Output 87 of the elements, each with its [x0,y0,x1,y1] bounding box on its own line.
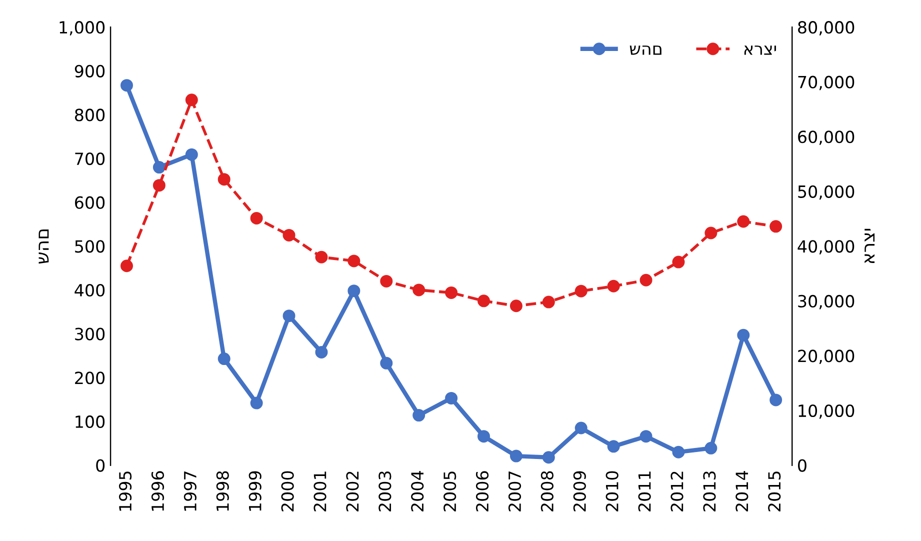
y-tick-label: 600 [75,196,105,209]
point [640,274,652,286]
y2-tick-label: 40,000 [798,240,854,254]
x-tick-label: 1996 [151,471,164,511]
x-tick-label: 2004 [411,471,424,512]
y-tick-label: 500 [75,240,105,253]
x-tick-label: 2003 [378,471,392,512]
point [477,294,490,308]
point [412,409,426,422]
point [120,79,133,92]
point [152,161,166,174]
point [380,274,393,288]
x-tick-label: 2009 [573,471,586,512]
point [510,450,522,462]
y-tick-label: 900 [74,64,105,78]
point [315,346,328,358]
y-axis-title: שהם [38,230,49,264]
point [607,440,620,453]
point [152,179,166,192]
point [574,422,588,434]
legend-label: שהם [630,46,662,55]
y2-axis-title: ארצי [864,228,875,264]
y2-tick-label: 0 [798,459,806,472]
point [282,310,296,322]
y-tick-label: 400 [74,284,105,297]
x-tick-label: 2014 [736,471,748,512]
point [640,430,652,443]
x-tick-label: 1997 [184,472,196,511]
x-tick-label: 1995 [118,472,132,511]
legend-label: ארצי [744,46,776,55]
x-tick-label: 2013 [703,471,716,512]
y-tick-label: 700 [75,152,105,166]
x-tick-label: 1998 [216,471,229,511]
x-tick-label: 2005 [444,472,456,512]
x-tick-label: 2000 [281,471,294,512]
y2-tick-label: 30,000 [798,294,854,310]
point [348,284,360,298]
point [770,394,782,406]
y-tick-label: 100 [76,415,105,428]
y-tick-label: 200 [75,372,105,384]
y2-tick-label: 70,000 [798,76,854,90]
point [218,352,230,366]
point [704,442,718,454]
point [770,220,782,233]
point [477,430,490,443]
point [218,173,230,186]
y2-tick-label: 80,000 [798,21,854,36]
point [185,148,198,161]
point [574,284,588,298]
point [672,256,685,268]
point [120,260,133,272]
x-tick-label: 2001 [314,472,326,512]
point [510,300,522,312]
point [542,451,555,464]
y2-tick-label: 60,000 [798,130,854,145]
y-tick-label: 800 [74,108,105,122]
point [380,356,393,370]
y-tick-label: 300 [75,328,105,340]
point [542,296,555,308]
x-tick-label: 2010 [606,471,618,512]
x-tick-label: 2007 [508,472,522,512]
point [737,215,750,228]
point [445,392,458,404]
point [412,284,426,296]
y2-tick-label: 10,000 [798,404,854,419]
point [445,286,458,299]
point [250,396,263,410]
y-tick-label: 1,000 [60,21,105,36]
point [672,446,685,458]
point [250,212,263,224]
point [282,228,296,242]
y-tick-label: 0 [96,459,105,472]
x-tick-label: 2006 [476,471,489,512]
point [607,280,620,292]
x-tick-label: 2008 [540,471,554,512]
point [348,254,360,268]
point [704,226,718,240]
point [185,94,198,106]
point [315,250,328,264]
x-tick-label: 1999 [248,471,262,511]
point [737,328,750,342]
x-tick-label: 2002 [346,472,359,512]
x-tick-label: 2011 [638,472,651,512]
y2-tick-label: 20,000 [798,350,854,364]
x-tick-label: 2015 [768,472,781,512]
y2-tick-label: 50,000 [798,185,854,200]
x-tick-label: 2012 [670,472,684,512]
